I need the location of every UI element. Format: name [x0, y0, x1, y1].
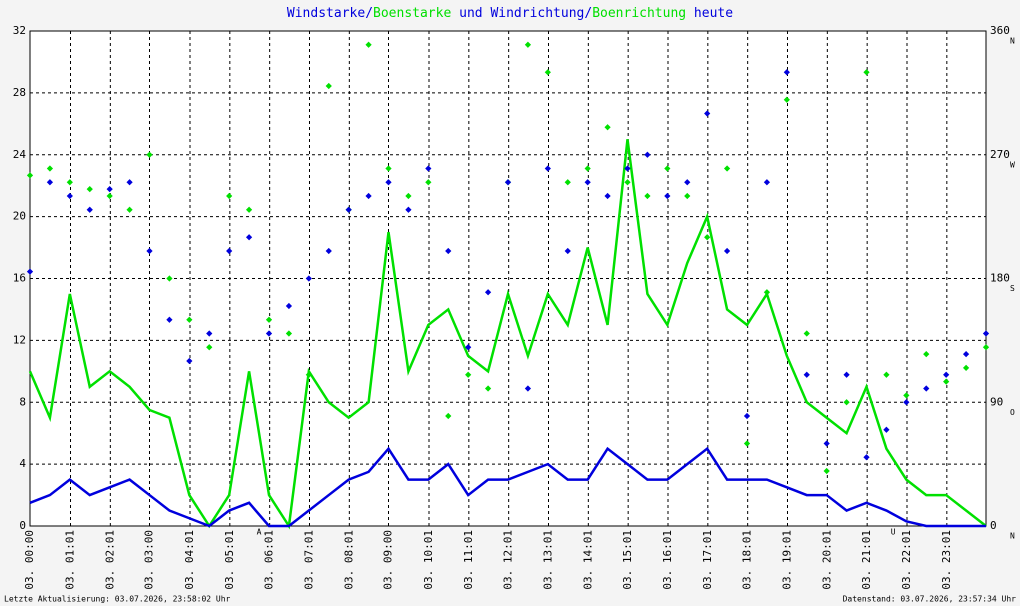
- title-part: Windstarke: [287, 6, 365, 21]
- y2-direction: W: [1010, 160, 1015, 169]
- y-tick-label: 32: [13, 24, 26, 37]
- footer-left: Letzte Aktualisierung: 03.07.2026, 23:58…: [4, 595, 231, 604]
- x-tick-label: 03. 14:01: [581, 530, 594, 590]
- y2-direction: N: [1010, 532, 1015, 541]
- direction-point: [465, 344, 472, 351]
- x-tick-label: 03. 16:01: [661, 530, 674, 590]
- direction-point: [166, 316, 173, 323]
- y2-tick-label: 180: [990, 272, 1010, 285]
- y-tick-label: 0: [19, 519, 26, 532]
- direction-point: [465, 371, 472, 378]
- y2-tick-label: 360: [990, 24, 1010, 37]
- title-part: heute: [686, 6, 733, 21]
- x-tick-label: 03. 08:01: [342, 530, 355, 590]
- x-tick-label: 03. 07:01: [302, 530, 315, 590]
- chart-title: Windstarke/Boenstarke und Windrichtung/B…: [287, 6, 733, 21]
- title-part: /: [365, 6, 373, 21]
- y-tick-label: 20: [13, 210, 26, 223]
- direction-point: [305, 371, 312, 378]
- direction-point: [783, 69, 790, 76]
- y-tick-label: 24: [13, 148, 27, 161]
- title-part: /: [584, 6, 592, 21]
- direction-point: [484, 385, 492, 392]
- direction-point: [285, 302, 293, 310]
- y2-tick-label: 0: [990, 519, 997, 532]
- y2-tick-label: 270: [990, 148, 1010, 161]
- direction-point: [146, 151, 153, 158]
- x-tick-label: 03. 20:01: [820, 530, 833, 590]
- x-tick-label: 03. 22:01: [900, 530, 913, 590]
- direction-point: [106, 186, 113, 193]
- direction-point: [245, 234, 253, 241]
- y-tick-label: 12: [13, 333, 26, 346]
- x-tick-label: 03. 23:01: [940, 530, 953, 590]
- x-tick-label: 03. 18:01: [741, 530, 754, 590]
- sun-marker: U: [891, 528, 896, 537]
- series-line: [28, 139, 987, 530]
- y2-direction: O: [1010, 408, 1015, 417]
- x-tick-label: 03. 02:01: [103, 530, 116, 590]
- direction-point: [126, 206, 133, 213]
- x-tick-label: 03. 06:01: [263, 530, 276, 590]
- x-tick-label: 03. 05:01: [223, 530, 236, 590]
- direction-point: [86, 186, 93, 193]
- direction-point: [126, 179, 133, 186]
- direction-point: [166, 275, 173, 282]
- x-tick-label: 03. 19:01: [780, 530, 793, 590]
- x-tick-label: 03. 09:00: [382, 530, 395, 590]
- series-line: [29, 446, 986, 528]
- direction-point: [245, 206, 253, 213]
- title-part: Windrichtung: [490, 6, 584, 21]
- x-tick-label: 03. 17:01: [701, 530, 714, 590]
- direction-point: [783, 96, 790, 103]
- direction-point: [445, 412, 452, 420]
- y-tick-label: 8: [19, 395, 26, 408]
- direction-point: [544, 69, 551, 76]
- title-part: Boenrichtung: [592, 6, 686, 21]
- x-tick-label: 03. 10:01: [422, 530, 435, 590]
- direction-point: [146, 247, 153, 255]
- x-tick-label: 03. 04:01: [183, 530, 196, 590]
- x-tick-label: 03. 11:01: [462, 530, 475, 590]
- footer-right: Datenstand: 03.07.2026, 23:57:34 Uhr: [843, 595, 1017, 604]
- direction-point: [484, 289, 492, 296]
- direction-point: [265, 330, 273, 337]
- x-tick-label: 03. 13:01: [541, 530, 554, 590]
- x-tick-label: 03. 03:00: [143, 530, 156, 590]
- title-part: und: [451, 6, 490, 21]
- direction-point: [46, 165, 54, 172]
- direction-point: [305, 275, 312, 282]
- x-tick-label: 03. 00:00: [23, 530, 36, 590]
- direction-point: [66, 179, 73, 186]
- direction-point: [86, 206, 93, 213]
- direction-point: [106, 192, 113, 200]
- y2-direction: S: [1010, 284, 1015, 293]
- x-tick-label: 03. 21:01: [860, 530, 873, 590]
- direction-point: [265, 316, 273, 323]
- x-tick-label: 03. 12:01: [502, 530, 515, 590]
- y2-direction: N: [1010, 37, 1015, 46]
- direction-point: [46, 179, 54, 186]
- y2-tick-label: 90: [990, 395, 1003, 408]
- title-part: Boenstarke: [373, 6, 451, 21]
- direction-point: [66, 192, 73, 200]
- y-tick-label: 28: [13, 86, 26, 99]
- direction-point: [285, 330, 293, 337]
- y-tick-label: 4: [19, 457, 26, 470]
- x-tick-label: 03. 15:01: [621, 530, 634, 590]
- sun-marker: A: [257, 528, 262, 537]
- y-tick-label: 16: [13, 272, 26, 285]
- x-tick-label: 03. 01:01: [63, 530, 76, 590]
- direction-point: [26, 172, 34, 179]
